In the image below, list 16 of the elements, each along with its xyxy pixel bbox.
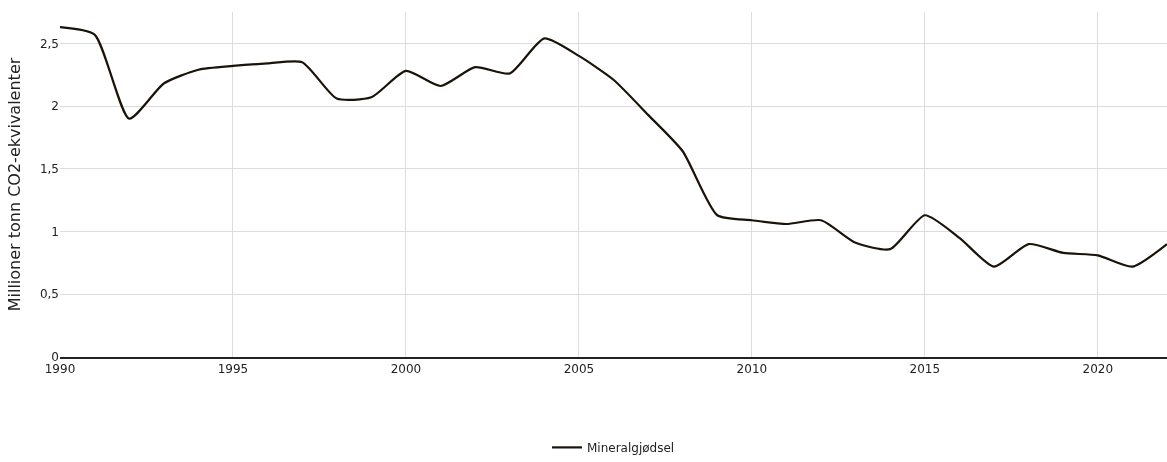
x-tick-label: 1995 — [217, 362, 249, 377]
x-tick-label: 2005 — [563, 362, 595, 377]
y-tick-label: 1,5 — [39, 162, 59, 177]
y-tick-label: 2,5 — [39, 36, 59, 51]
y-tick-label: 0,5 — [39, 287, 59, 302]
x-tick-label: 1990 — [44, 362, 76, 377]
line-series — [60, 25, 1167, 268]
y-axis-title: Millioner tonn CO2-ekvivalenter — [4, 57, 24, 312]
y-tick-label: 1 — [51, 224, 59, 239]
legend-label: Mineralgjødsel — [587, 441, 675, 456]
x-tick-label: 2010 — [736, 362, 768, 377]
x-tick-label: 2000 — [390, 362, 422, 377]
x-tick-label: 2015 — [909, 362, 941, 377]
y-tick-label: 2 — [51, 99, 59, 114]
x-tick-label: 2020 — [1082, 362, 1114, 377]
y-tick-label: 0 — [51, 350, 59, 365]
